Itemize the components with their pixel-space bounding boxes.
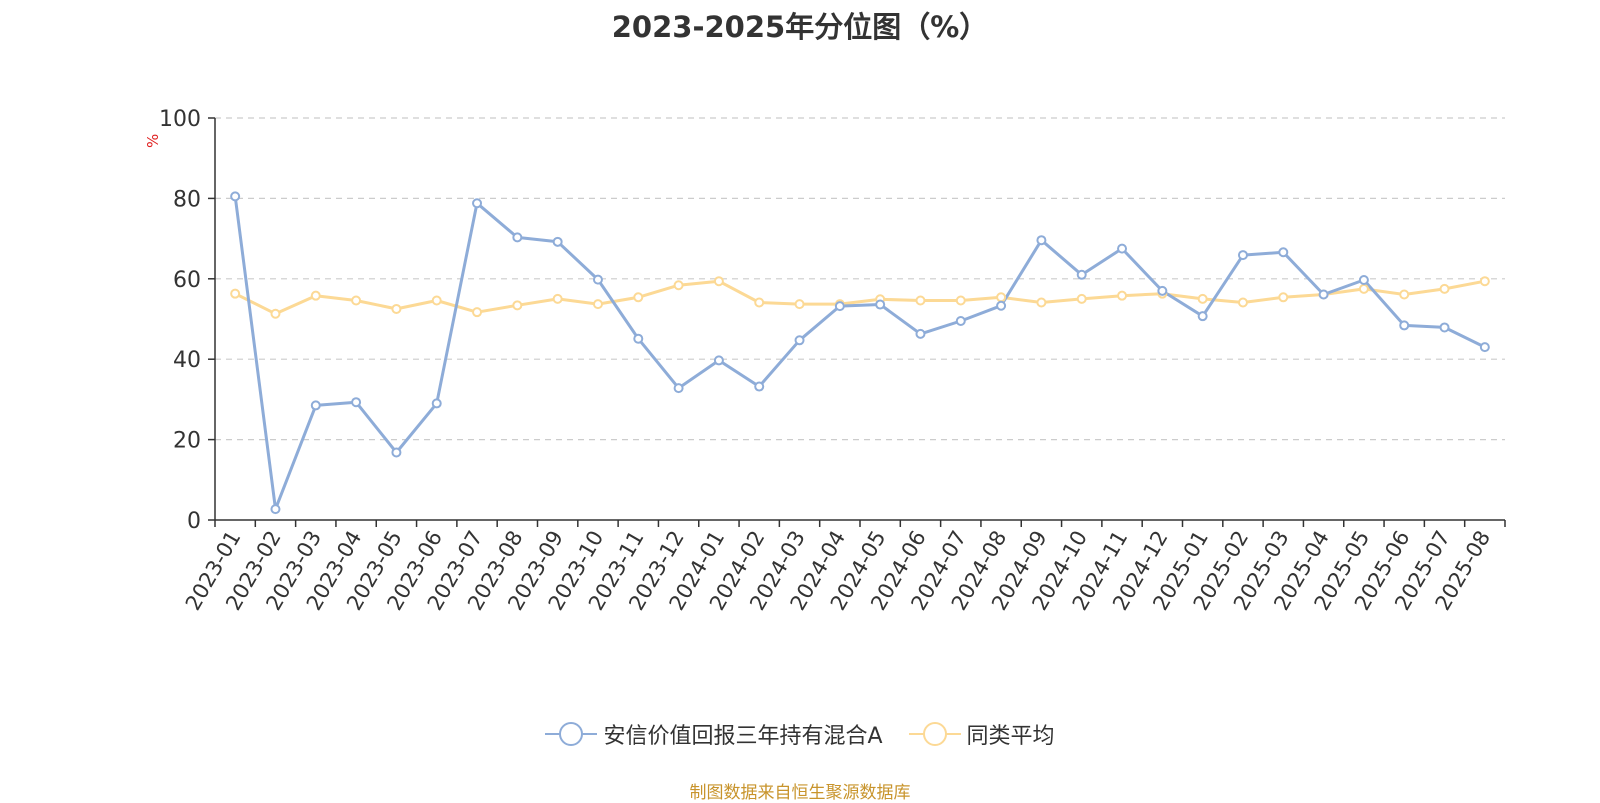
data-point-peer-average bbox=[955, 295, 966, 306]
legend-item-peer-average[interactable]: 同类平均 bbox=[908, 718, 1055, 750]
data-point-peer-average bbox=[1439, 283, 1450, 294]
data-point-peer-average bbox=[310, 290, 321, 301]
data-point-fund bbox=[875, 299, 886, 310]
data-point-fund bbox=[552, 236, 563, 247]
data-point-fund bbox=[794, 335, 805, 346]
axes: 0204060801002023-012023-022023-032023-04… bbox=[159, 107, 1506, 614]
data-point-fund bbox=[270, 504, 281, 515]
chart-title: 2023-2025年分位图（%） bbox=[611, 10, 989, 44]
series-line-fund bbox=[233, 194, 1487, 511]
y-tick-label: 100 bbox=[159, 107, 201, 132]
y-tick-label: 80 bbox=[173, 187, 201, 212]
legend-swatch-fund-icon bbox=[545, 721, 598, 747]
data-point-peer-average bbox=[1117, 290, 1128, 301]
y-tick-label: 0 bbox=[187, 509, 201, 534]
data-point-fund bbox=[754, 381, 765, 392]
data-point-fund bbox=[391, 447, 402, 458]
data-point-peer-average bbox=[391, 303, 402, 314]
data-point-fund bbox=[713, 355, 724, 366]
data-point-fund bbox=[1399, 320, 1410, 331]
data-point-peer-average bbox=[996, 292, 1007, 303]
data-point-fund bbox=[310, 400, 321, 411]
data-point-fund bbox=[915, 328, 926, 339]
data-point-fund bbox=[431, 398, 442, 409]
data-point-fund bbox=[955, 316, 966, 327]
legend-label-peer-average: 同类平均 bbox=[966, 724, 1055, 749]
data-point-peer-average bbox=[1358, 283, 1369, 294]
data-point-fund bbox=[1157, 285, 1168, 296]
data-point-peer-average bbox=[794, 299, 805, 310]
data-point-fund bbox=[1076, 269, 1087, 280]
data-point-fund bbox=[834, 301, 845, 312]
data-point-fund bbox=[1278, 247, 1289, 258]
data-point-peer-average bbox=[472, 307, 483, 318]
data-point-fund bbox=[592, 274, 603, 285]
y-tick-label: 40 bbox=[173, 348, 201, 373]
data-point-peer-average bbox=[351, 295, 362, 306]
data-source-note: 制图数据来自恒生聚源数据库 bbox=[689, 783, 911, 803]
data-point-fund bbox=[633, 333, 644, 344]
data-point-fund bbox=[472, 198, 483, 209]
data-point-fund bbox=[673, 383, 684, 394]
data-point-fund bbox=[512, 232, 523, 243]
data-point-peer-average bbox=[512, 300, 523, 311]
y-tick-label: 20 bbox=[173, 429, 201, 454]
data-point-fund bbox=[1117, 243, 1128, 254]
data-point-peer-average bbox=[592, 299, 603, 310]
data-point-peer-average bbox=[270, 308, 281, 319]
data-point-fund bbox=[1237, 250, 1248, 261]
data-point-peer-average bbox=[713, 276, 724, 287]
series-markers bbox=[230, 191, 1490, 515]
data-point-fund bbox=[230, 191, 241, 202]
data-point-peer-average bbox=[230, 288, 241, 299]
data-point-peer-average bbox=[915, 295, 926, 306]
data-point-peer-average bbox=[673, 280, 684, 291]
data-point-fund bbox=[1318, 289, 1329, 300]
data-point-peer-average bbox=[1399, 289, 1410, 300]
series-lines bbox=[233, 194, 1487, 511]
data-point-peer-average bbox=[431, 295, 442, 306]
data-point-peer-average bbox=[1278, 292, 1289, 303]
data-point-peer-average bbox=[1036, 297, 1047, 308]
data-point-fund bbox=[996, 300, 1007, 311]
data-point-peer-average bbox=[1237, 297, 1248, 308]
series-line-peer-average bbox=[233, 279, 1487, 316]
y-tick-label: 60 bbox=[173, 268, 201, 293]
y-axis-unit-label: % bbox=[144, 133, 162, 148]
data-point-fund bbox=[1479, 342, 1490, 353]
legend-swatch-peer-average-icon bbox=[908, 721, 961, 747]
data-point-peer-average bbox=[1076, 293, 1087, 304]
data-point-fund bbox=[1439, 322, 1450, 333]
legend: 安信价值回报三年持有混合A 同类平均 bbox=[0, 718, 1600, 750]
data-point-peer-average bbox=[1479, 276, 1490, 287]
legend-item-fund[interactable]: 安信价值回报三年持有混合A bbox=[545, 718, 883, 750]
grid-lines bbox=[215, 117, 1505, 441]
legend-label-fund: 安信价值回报三年持有混合A bbox=[603, 724, 883, 749]
data-point-fund bbox=[351, 397, 362, 408]
data-point-fund bbox=[1358, 275, 1369, 286]
data-point-peer-average bbox=[552, 293, 563, 304]
data-point-fund bbox=[1036, 235, 1047, 246]
data-point-peer-average bbox=[754, 297, 765, 308]
data-point-fund bbox=[1197, 311, 1208, 322]
data-point-peer-average bbox=[1197, 293, 1208, 304]
data-point-peer-average bbox=[633, 292, 644, 303]
